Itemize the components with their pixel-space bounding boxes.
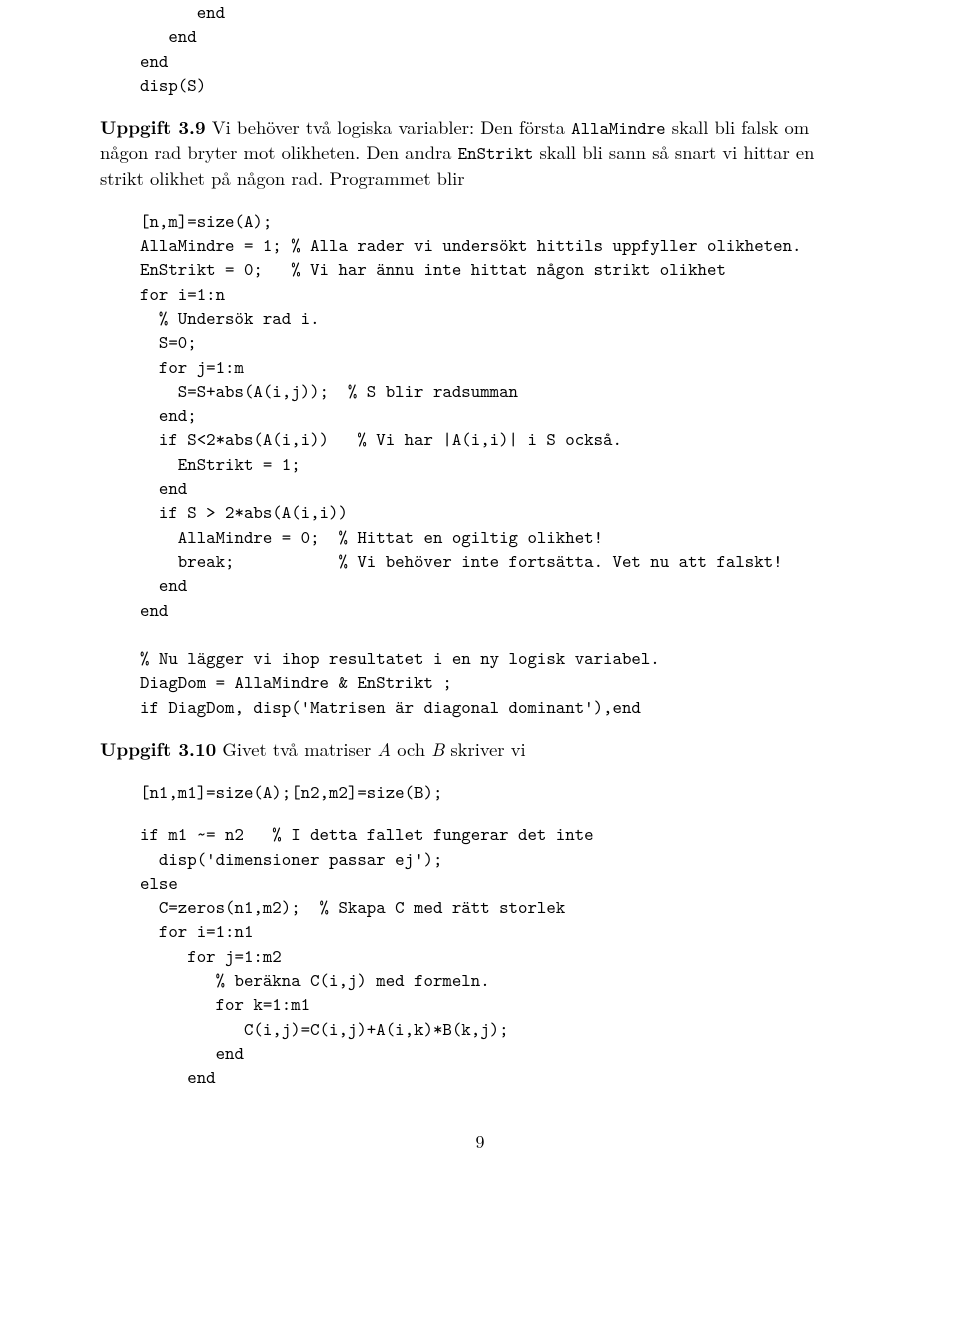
- page-number: 9: [100, 1130, 860, 1154]
- page-root: end end end disp(S) Uppgift 3.9 Vi behöv…: [0, 0, 960, 1194]
- u310-math-b: B: [431, 736, 444, 762]
- u39-text-1: Vi behöver två logiska variabler: Den fö…: [206, 114, 572, 140]
- code-uppgift-3-10-a: [n1,m1]=size(A);[n2,m2]=size(B);: [140, 780, 860, 804]
- u310-text-3: skriver vi: [444, 736, 525, 762]
- uppgift-3-9-label: Uppgift 3.9: [100, 114, 206, 140]
- u310-text-2: och: [391, 736, 431, 762]
- u310-math-a: A: [377, 736, 391, 762]
- code-top: end end end disp(S): [140, 0, 860, 97]
- uppgift-3-10-label: Uppgift 3.10: [100, 736, 216, 762]
- code-uppgift-3-9: [n,m]=size(A); AllaMindre = 1; % Alla ra…: [140, 209, 860, 719]
- code-uppgift-3-10-b: if m1 ~= n2 % I detta fallet fungerar de…: [140, 822, 860, 1089]
- u39-tt-enstrikt: EnStrikt: [458, 141, 534, 165]
- u310-text-1: Givet två matriser: [216, 736, 377, 762]
- uppgift-3-9-paragraph: Uppgift 3.9 Vi behöver två logiska varia…: [100, 115, 860, 191]
- uppgift-3-10-paragraph: Uppgift 3.10 Givet två matriser A och B …: [100, 737, 860, 762]
- u39-tt-allamindre: AllaMindre: [571, 116, 666, 140]
